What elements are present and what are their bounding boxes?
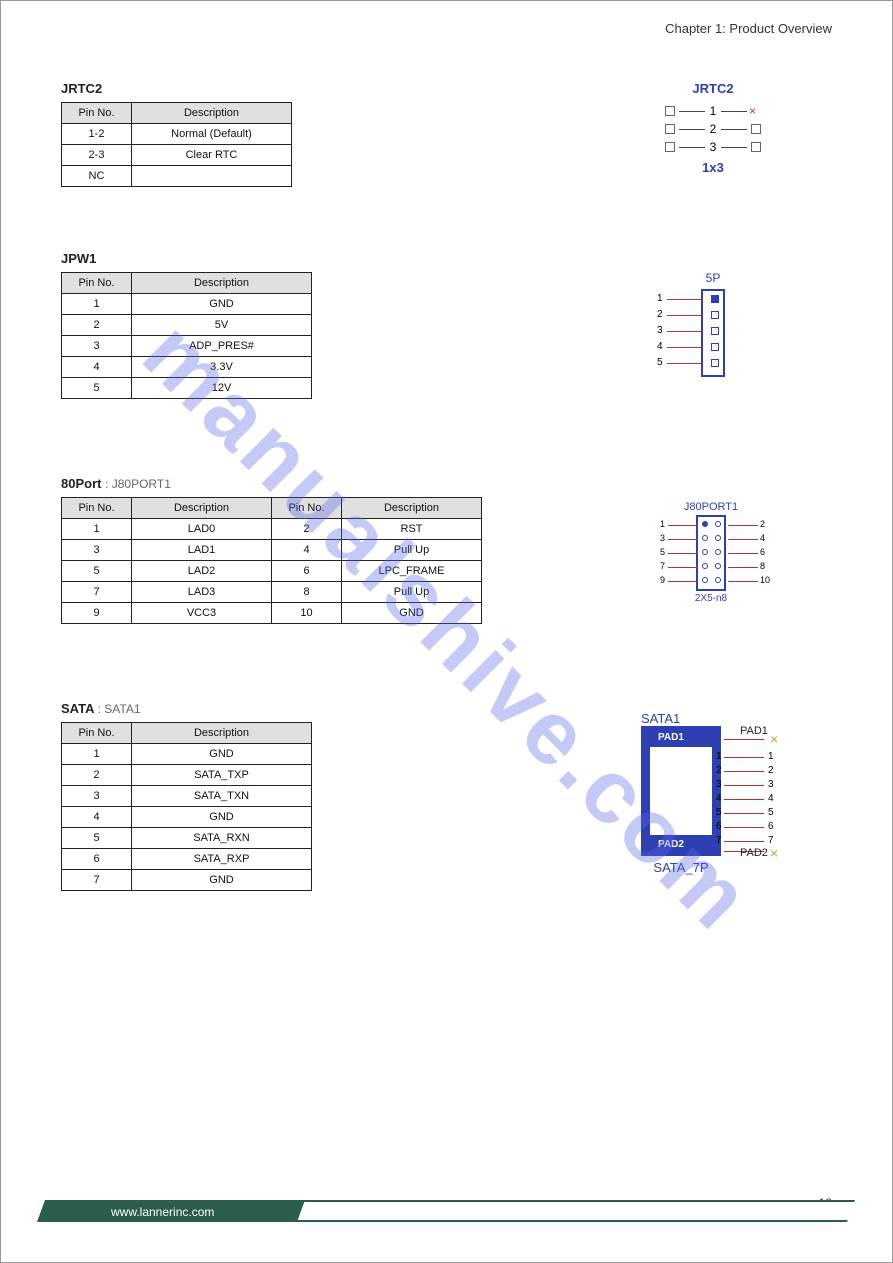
table-row: 7GND bbox=[62, 870, 312, 891]
table-jrtc2: Pin No. Description 1-2Normal (Default) … bbox=[61, 102, 292, 187]
diagram-jrtc2: JRTC2 1× 2 3 1x3 bbox=[661, 81, 765, 175]
table-row: 512V bbox=[62, 378, 312, 399]
connector-box: PAD1 PAD2 1 2 3 4 5 6 7 1 2 3 4 5 6 7 bbox=[641, 726, 721, 856]
diagram-sublabel: SATA_7P bbox=[641, 860, 721, 875]
table-row: 1GND bbox=[62, 744, 312, 765]
diagram-sata: SATA1 PAD1 PAD2 1 2 3 4 5 6 7 1 2 3 4 5 bbox=[641, 711, 721, 875]
title-main: JPW1 bbox=[61, 251, 96, 266]
table-row: 1-2Normal (Default) bbox=[62, 124, 292, 145]
table-row: 7LAD38Pull Up bbox=[62, 582, 482, 603]
table-row: 9VCC310GND bbox=[62, 603, 482, 624]
section-title: 80Port : J80PORT1 bbox=[61, 476, 482, 491]
section-sata: SATA : SATA1 Pin No. Description 1GND 2S… bbox=[61, 701, 312, 891]
table-row: 2-3Clear RTC bbox=[62, 145, 292, 166]
table-row: 43.3V bbox=[62, 357, 312, 378]
col-header: Description bbox=[132, 103, 292, 124]
table-row: 2SATA_TXP bbox=[62, 765, 312, 786]
table-row: 3ADP_PRES# bbox=[62, 336, 312, 357]
table-row: 6SATA_RXP bbox=[62, 849, 312, 870]
diagram-2x5: J80PORT1 12 34 56 78 910 2X5-n8 bbox=[661, 501, 761, 604]
section-jrtc2: JRTC2 Pin No. Description 1-2Normal (Def… bbox=[61, 81, 292, 187]
title-main: JRTC2 bbox=[61, 81, 102, 96]
table-row: 3SATA_TXN bbox=[62, 786, 312, 807]
table-row: 5LAD26LPC_FRAME bbox=[62, 561, 482, 582]
footer-link[interactable]: www.lannerinc.com bbox=[111, 1205, 214, 1219]
table-row: 25V bbox=[62, 315, 312, 336]
x-icon: × bbox=[770, 845, 778, 861]
table-row: 1LAD02RST bbox=[62, 519, 482, 540]
title-main: 80Port bbox=[61, 476, 105, 491]
section-title: SATA : SATA1 bbox=[61, 701, 312, 716]
connector-box: 12 34 56 78 910 bbox=[696, 515, 726, 591]
diagram-5p: 5P 1 2 3 4 5 bbox=[701, 271, 725, 377]
footer: www.lannerinc.com bbox=[1, 1200, 893, 1222]
section-title: JPW1 bbox=[61, 251, 312, 266]
diagram-sublabel: 1x3 bbox=[661, 160, 765, 175]
col-header: Pin No. bbox=[62, 273, 132, 294]
diagram-sublabel: 2X5-n8 bbox=[661, 593, 761, 604]
title-sub: : SATA1 bbox=[98, 702, 141, 716]
table-row: NC bbox=[62, 166, 292, 187]
section-title: JRTC2 bbox=[61, 81, 292, 96]
section-80port: 80Port : J80PORT1 Pin No. Description Pi… bbox=[61, 476, 482, 624]
connector-box: 1 2 3 4 5 bbox=[701, 289, 725, 377]
title-sub: : J80PORT1 bbox=[105, 477, 171, 491]
diagram-label: 5P bbox=[701, 271, 725, 285]
diagram-label: JRTC2 bbox=[661, 81, 765, 96]
table-row: 3LAD14Pull Up bbox=[62, 540, 482, 561]
chapter-header: Chapter 1: Product Overview bbox=[665, 21, 832, 36]
diagram-label: SATA1 bbox=[641, 711, 721, 726]
table-row: 4GND bbox=[62, 807, 312, 828]
diagram-label: J80PORT1 bbox=[661, 501, 761, 513]
table-jpw1: Pin No. Description 1GND 25V 3ADP_PRES# … bbox=[61, 272, 312, 399]
x-icon: × bbox=[749, 104, 756, 118]
col-header: Pin No. bbox=[62, 103, 132, 124]
page: Chapter 1: Product Overview JRTC2 Pin No… bbox=[0, 0, 893, 1263]
x-icon: × bbox=[770, 731, 778, 747]
table-80port: Pin No. Description Pin No. Description … bbox=[61, 497, 482, 624]
section-jpw1: JPW1 Pin No. Description 1GND 25V 3ADP_P… bbox=[61, 251, 312, 399]
table-row: 5SATA_RXN bbox=[62, 828, 312, 849]
table-sata: Pin No. Description 1GND 2SATA_TXP 3SATA… bbox=[61, 722, 312, 891]
table-row: 1GND bbox=[62, 294, 312, 315]
col-header: Description bbox=[132, 273, 312, 294]
title-main: SATA bbox=[61, 701, 98, 716]
